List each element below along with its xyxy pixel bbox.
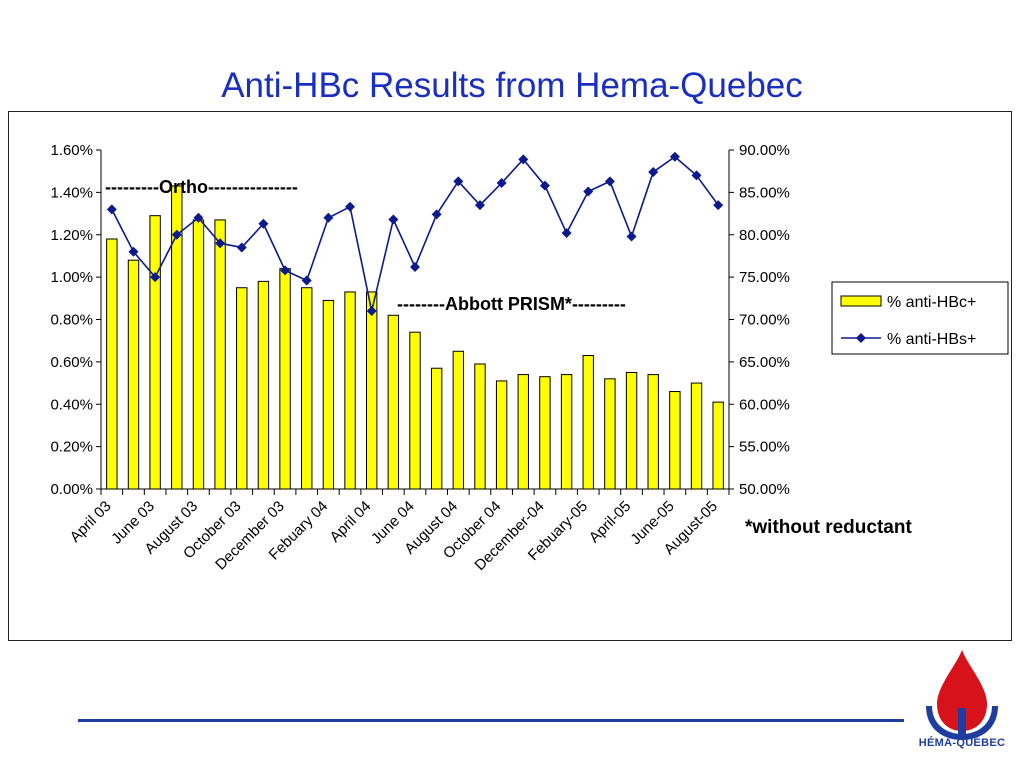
combo-chart: 0.00% 0.20% 0.40% 0.60% 0.80% 1.00% 1.20% 1.40%… <box>50 142 1009 574</box>
left-tick-label: 1.20% <box>50 227 93 244</box>
point-anti-hbs <box>193 212 204 223</box>
right-tick-label: 85.00% <box>739 184 790 201</box>
blood-drop-icon <box>937 650 987 731</box>
legend-swatch-marker <box>856 333 866 343</box>
bar-anti-hbc <box>301 287 313 490</box>
left-tick-label: 1.60% <box>50 142 93 159</box>
left-tick-label: 1.40% <box>50 184 93 201</box>
point-anti-hbs <box>106 204 117 215</box>
bar-anti-hbc <box>106 238 118 490</box>
right-tick-label: 55.00% <box>739 439 790 456</box>
bar-anti-hbc <box>127 259 140 490</box>
chart-frame: 0.00% 0.20% 0.40% 0.60% 0.80% 1.00% 1.20% 1.40%… <box>8 111 1012 641</box>
bar-anti-hbc <box>539 376 551 490</box>
right-tick-label: 80.00% <box>739 227 790 244</box>
point-anti-hbs <box>561 228 572 239</box>
left-tick-label: 0.80% <box>50 312 93 329</box>
bar-anti-hbc <box>257 280 270 490</box>
bar-anti-hbc <box>192 219 205 490</box>
bar-anti-hbc <box>365 291 378 490</box>
point-anti-hbs <box>539 180 550 191</box>
bar-anti-hbc <box>409 331 421 490</box>
bar-anti-hbc <box>604 378 616 490</box>
logo-stem <box>958 708 966 736</box>
point-anti-hbs <box>691 170 702 181</box>
point-anti-hbs <box>410 261 420 272</box>
point-anti-hbs <box>626 231 637 242</box>
point-anti-hbs <box>215 238 226 249</box>
bar-anti-hbc <box>582 355 594 490</box>
point-anti-hbs <box>583 186 594 197</box>
right-tick-label: 65.00% <box>739 354 790 371</box>
point-anti-hbs <box>150 272 161 283</box>
bar-anti-hbc <box>560 374 573 490</box>
bar-anti-hbc <box>669 391 681 490</box>
point-anti-hbs <box>366 306 377 317</box>
left-tick-label: 1.00% <box>50 269 93 286</box>
bar-anti-hbc <box>279 268 291 490</box>
bar-anti-hbc <box>387 314 400 490</box>
legend-label-anti-hbs: % anti-HBs+ <box>887 331 976 348</box>
bar-anti-hbc <box>214 219 226 490</box>
bar-anti-hbc <box>495 380 508 490</box>
point-anti-hbs <box>648 167 659 178</box>
point-anti-hbs <box>301 275 312 286</box>
point-anti-hbs <box>388 214 399 225</box>
point-anti-hbs <box>323 212 334 223</box>
point-anti-hbs <box>669 151 680 162</box>
left-tick-label: 0.20% <box>50 439 93 456</box>
point-anti-hbs <box>453 176 464 187</box>
point-anti-hbs <box>258 218 269 229</box>
point-anti-hbs <box>236 242 247 253</box>
logo-ring <box>926 706 998 740</box>
point-anti-hbs <box>474 200 485 211</box>
right-tick-label: 90.00% <box>739 142 790 159</box>
bar-anti-hbc <box>171 185 183 490</box>
point-anti-hbs <box>518 154 529 165</box>
point-anti-hbs <box>171 229 182 240</box>
right-tick-label: 70.00% <box>739 312 790 329</box>
legend-swatch-bar <box>840 295 882 307</box>
bar-anti-hbc <box>236 287 248 490</box>
point-anti-hbs <box>496 178 507 189</box>
bar-anti-hbc <box>149 215 161 490</box>
right-tick-label: 75.00% <box>739 269 790 286</box>
x-tick-label: April 04 <box>327 498 375 546</box>
bar-anti-hbc <box>474 363 486 490</box>
bar-anti-hbc <box>647 374 659 490</box>
bar-anti-hbc <box>322 299 335 490</box>
bar-anti-hbc <box>625 371 638 490</box>
slide-title: Anti-HBc Results from Hema-Quebec <box>221 66 803 105</box>
x-tick-label: April 03 <box>67 498 115 546</box>
left-tick-label: 0.00% <box>50 481 93 498</box>
hema-quebec-logo <box>926 650 998 740</box>
annotation-abbott: --------Abbott PRISM*--------- <box>397 294 626 314</box>
bar-anti-hbc <box>430 367 443 490</box>
point-anti-hbs <box>345 201 356 212</box>
right-tick-label: 60.00% <box>739 396 790 413</box>
logo-wordmark: HÉMA-QUÉBEC <box>918 737 1006 749</box>
point-anti-hbs <box>280 265 291 276</box>
annotation-ortho: ---------Ortho--------------- <box>105 177 298 197</box>
point-anti-hbs <box>713 200 724 211</box>
legend-label-anti-hbc: % anti-HBc+ <box>887 294 976 311</box>
left-tick-label: 0.60% <box>50 354 93 371</box>
annotation-without-reductant: *without reductant <box>745 517 912 538</box>
bar-anti-hbc <box>452 350 465 490</box>
point-anti-hbs <box>604 176 615 187</box>
bar-anti-hbc <box>690 382 703 490</box>
left-tick-label: 0.40% <box>50 396 93 413</box>
point-anti-hbs <box>128 246 139 257</box>
footer-rule <box>78 719 904 722</box>
bar-anti-hbc <box>344 291 356 490</box>
x-tick-label: April-05 <box>586 498 635 547</box>
bar-anti-hbc <box>712 401 724 490</box>
right-tick-label: 50.00% <box>739 481 790 498</box>
point-anti-hbs <box>431 209 442 220</box>
bar-anti-hbc <box>517 374 529 490</box>
